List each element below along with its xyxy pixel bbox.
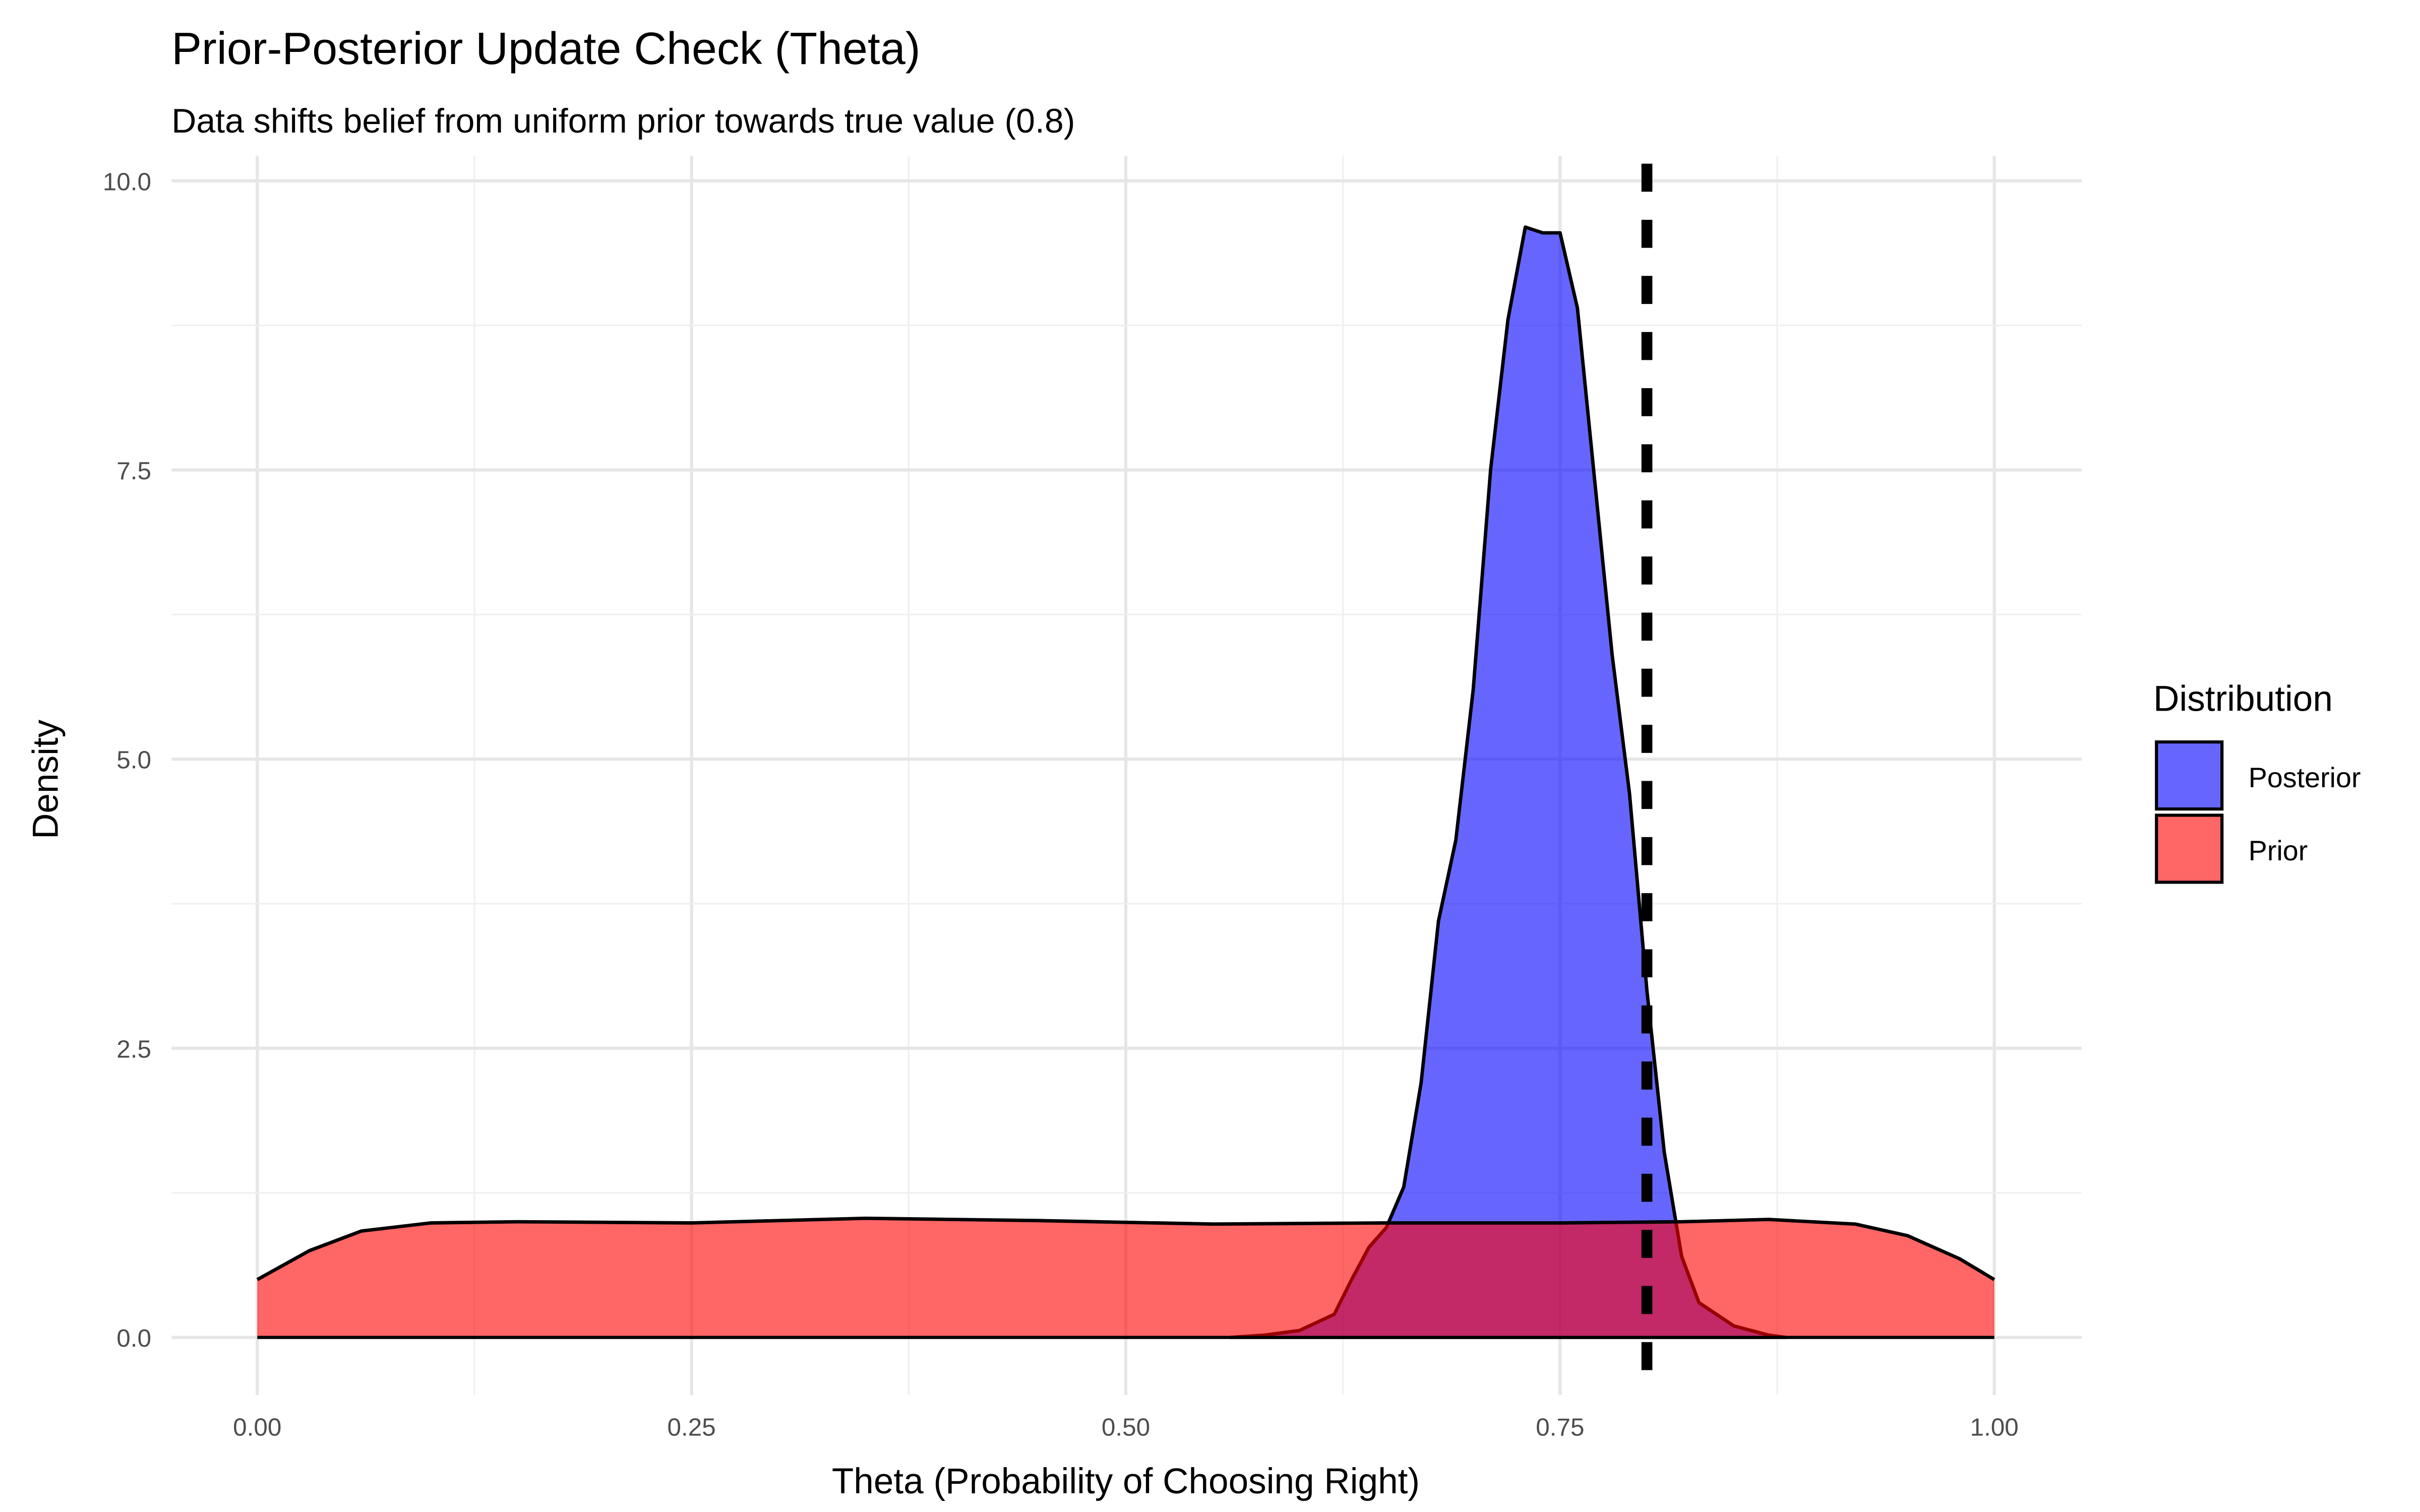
y-tick-label: 0.0 (116, 1325, 151, 1352)
chart-title: Prior-Posterior Update Check (Theta) (171, 24, 920, 74)
legend-title: Distribution (2153, 679, 2333, 719)
x-tick-label: 0.00 (233, 1413, 281, 1441)
y-tick-label: 5.0 (116, 746, 151, 774)
outline-prior (256, 1216, 1995, 1281)
y-axis-label: Density (26, 719, 66, 839)
y-tick-label: 10.0 (103, 168, 151, 196)
x-tick-label: 0.75 (1536, 1413, 1584, 1441)
chart-subtitle: Data shifts belief from uniform prior to… (171, 102, 1075, 140)
x-axis-label: Theta (Probability of Choosing Right) (832, 1462, 1420, 1501)
grid (171, 156, 2082, 1396)
legend: Distribution Posterior Prior (2153, 679, 2361, 884)
y-tick-label: 2.5 (116, 1035, 151, 1063)
x-tick-label: 1.00 (1970, 1413, 2019, 1441)
axis-ticks: 0.00 0.25 0.50 0.75 1.00 0.0 2.5 5.0 7.5 10.0 (103, 168, 2019, 1441)
x-tick-label: 0.25 (668, 1413, 716, 1441)
area-posterior (1230, 227, 1786, 1338)
y-tick-label: 7.5 (116, 457, 151, 485)
x-tick-label: 0.50 (1102, 1413, 1150, 1441)
legend-key-prior (2155, 813, 2224, 884)
area-prior (257, 1218, 1994, 1338)
legend-key-posterior (2155, 740, 2224, 811)
density-areas (256, 225, 1995, 1340)
legend-label-posterior: Posterior (2249, 762, 2361, 793)
legend-label-prior: Prior (2249, 835, 2308, 866)
